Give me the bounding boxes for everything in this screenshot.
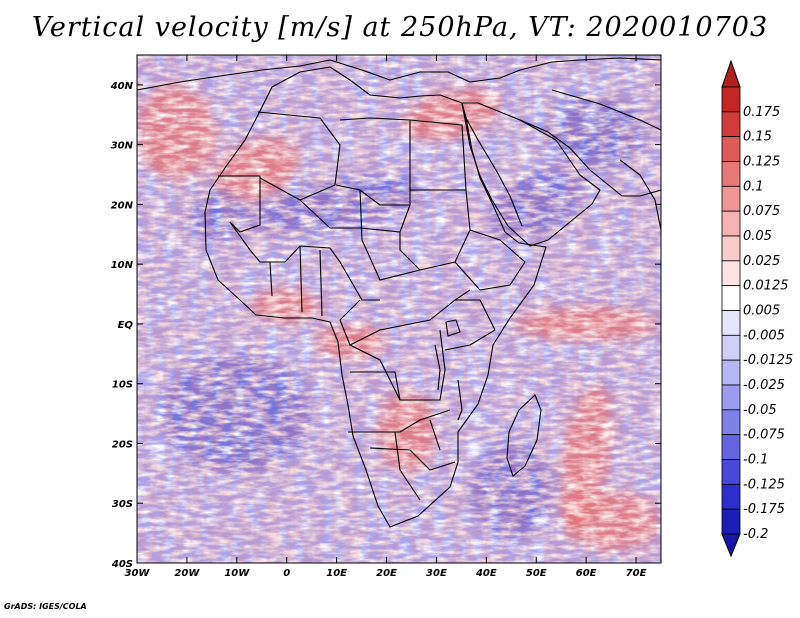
x-tick-label: 30W <box>125 568 151 579</box>
colorbar-swatch <box>721 359 741 386</box>
colorbar-label: -0.05 <box>743 403 777 418</box>
map-title: Vertical velocity [m/s] at 250hPa, VT: 2… <box>31 12 769 43</box>
arabian-peninsula <box>461 102 601 247</box>
colorbar-label: 0.15 <box>743 130 772 145</box>
coastlines-and-borders <box>137 57 661 528</box>
credit-label: GrADS: IGES/COLA <box>4 602 87 611</box>
y-tick-label: 40N <box>110 81 134 92</box>
colorbar-swatch <box>721 334 741 361</box>
colorbar-top-cap <box>721 59 741 88</box>
x-tick-label: 0 <box>283 568 290 579</box>
colorbar-swatch <box>721 459 741 485</box>
colorbar: 0.175 0.15 0.125 0.1 0.075 0.05 0.025 0.0125 0.0… <box>721 59 793 558</box>
persian-gulf-coast <box>519 119 661 197</box>
x-tick-label: 40E <box>475 568 497 579</box>
colorbar-swatch <box>721 483 741 510</box>
y-tick-label: 40S <box>111 559 133 570</box>
lake-tanganyika <box>434 344 441 391</box>
europe-coast <box>137 57 661 91</box>
colorbar-bottom-cap <box>721 533 741 558</box>
border-west-africa <box>229 221 341 317</box>
colorbar-label: 0.0125 <box>743 279 789 294</box>
colorbar-swatch <box>721 86 741 113</box>
colorbar-swatch <box>721 185 741 212</box>
colorbar-label: 0.005 <box>743 304 780 319</box>
colorbar-label: -0.2 <box>743 527 768 542</box>
border-ethiopia <box>454 229 526 291</box>
colorbar-label: 0.025 <box>743 254 780 269</box>
colorbar-label: -0.125 <box>743 477 785 492</box>
india-coast <box>619 159 661 231</box>
x-tick-label: 30E <box>426 568 447 579</box>
axis-ticks: 30W 20W 10W 0 10E 20E 30E 40E 50E 60E 70E 40N 30N 20N… <box>110 55 661 579</box>
border-drc <box>349 329 446 401</box>
colorbar-label: -0.025 <box>743 378 785 393</box>
texture-red-streaks <box>137 55 661 563</box>
x-tick-label: 50E <box>526 568 547 579</box>
border-east-africa <box>444 299 496 351</box>
colorbar-swatch <box>721 310 741 336</box>
border-angola-zambia <box>348 371 451 433</box>
colorbar-label: -0.005 <box>743 328 785 343</box>
red-sea-line <box>465 117 523 227</box>
iran-coast <box>551 89 661 131</box>
colorbar-swatch <box>721 111 741 138</box>
colorbar-label: 0.175 <box>743 105 780 120</box>
border-mauritania <box>218 175 261 233</box>
colorbar-swatch <box>721 285 741 311</box>
y-tick-label: 30N <box>111 141 134 152</box>
y-tick-label: 20N <box>111 200 134 211</box>
colorbar-swatch <box>721 210 741 237</box>
x-tick-label: 10E <box>326 568 347 579</box>
x-tick-label: 60E <box>576 568 597 579</box>
colorbar-label: -0.1 <box>743 453 768 468</box>
colorbar-label: 0.075 <box>743 204 780 219</box>
colorbar-swatch <box>721 508 741 535</box>
colorbar-label: -0.0125 <box>743 353 793 368</box>
y-tick-label: 30S <box>112 499 133 510</box>
colorbar-swatch <box>721 260 741 287</box>
x-tick-label: 70E <box>626 568 647 579</box>
lake-victoria <box>445 319 461 337</box>
plot-area <box>137 55 661 563</box>
colorbar-label: 0.05 <box>743 229 772 244</box>
x-tick-label: 20E <box>376 568 397 579</box>
colorbar-label: 0.125 <box>743 155 780 170</box>
border-southern-africa <box>369 419 456 501</box>
y-tick-label: 20S <box>112 439 133 450</box>
colorbar-swatch <box>721 161 741 187</box>
y-tick-label: 10S <box>112 380 133 391</box>
colorbar-swatch <box>721 384 741 411</box>
colorbar-swatch <box>721 235 741 262</box>
plot-frame <box>136 54 662 564</box>
y-tick-label: 10N <box>111 260 134 271</box>
colorbar-swatch <box>721 136 741 162</box>
lake-malawi <box>457 379 463 421</box>
border-algeria <box>257 111 341 201</box>
colorbar-label: 0.1 <box>743 179 764 194</box>
y-tick-label: EQ <box>118 320 134 331</box>
colorbar-swatch <box>721 409 741 436</box>
africa-coastline <box>204 66 547 528</box>
border-niger-chad <box>299 189 411 241</box>
x-tick-label: 20W <box>174 568 200 579</box>
colorbar-label: -0.175 <box>743 502 785 517</box>
colorbar-label: -0.075 <box>743 428 785 443</box>
x-tick-label: 10W <box>224 568 250 579</box>
madagascar-coastline <box>506 394 542 477</box>
colorbar-swatch <box>721 434 741 460</box>
